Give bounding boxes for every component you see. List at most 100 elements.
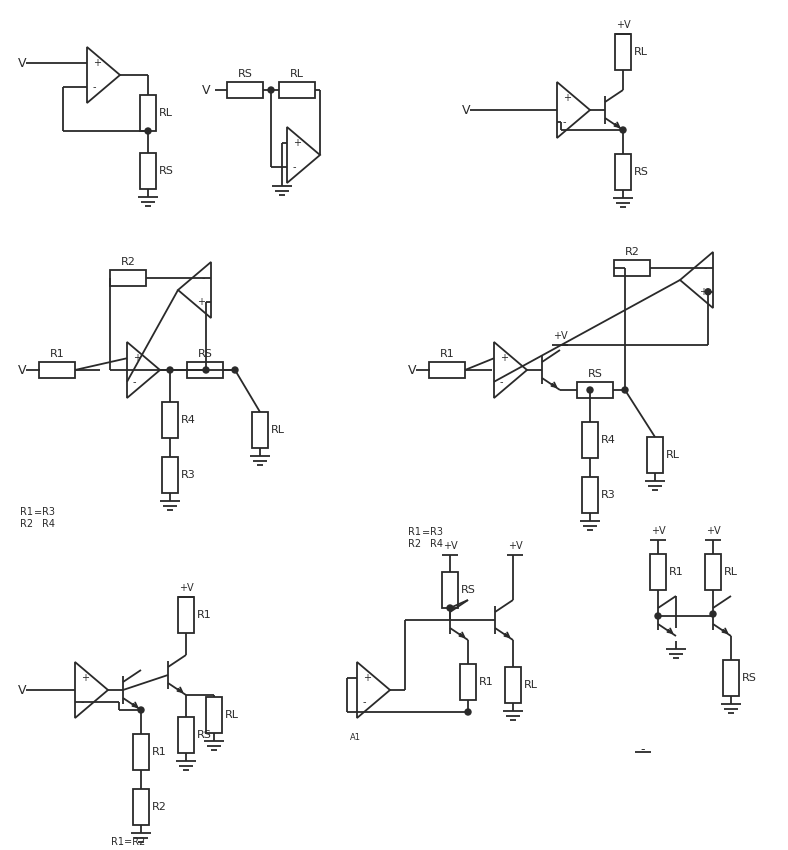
Text: +: + bbox=[363, 673, 371, 683]
Text: +: + bbox=[197, 297, 205, 307]
Text: RS: RS bbox=[159, 166, 174, 176]
Text: RS: RS bbox=[198, 349, 213, 359]
Text: R1: R1 bbox=[152, 747, 167, 757]
Text: +V: +V bbox=[651, 526, 665, 536]
Bar bbox=[460, 664, 476, 700]
Text: -: - bbox=[641, 744, 645, 756]
Bar bbox=[279, 82, 315, 98]
Text: -: - bbox=[93, 82, 96, 92]
Text: +V: +V bbox=[443, 541, 457, 551]
Text: RS: RS bbox=[742, 673, 757, 683]
Text: RL: RL bbox=[524, 680, 538, 690]
Bar bbox=[227, 82, 263, 98]
Circle shape bbox=[145, 128, 151, 134]
Text: R3: R3 bbox=[181, 470, 195, 480]
Circle shape bbox=[465, 709, 471, 715]
Text: -: - bbox=[81, 697, 84, 706]
Bar bbox=[133, 734, 149, 770]
Text: V: V bbox=[202, 83, 210, 97]
Bar bbox=[140, 95, 156, 131]
Bar bbox=[614, 260, 650, 276]
Text: -: - bbox=[202, 273, 205, 283]
Bar bbox=[429, 362, 465, 378]
Text: -: - bbox=[363, 697, 366, 706]
Text: R1: R1 bbox=[197, 610, 212, 620]
Text: R1: R1 bbox=[479, 677, 494, 687]
Text: +V: +V bbox=[507, 541, 522, 551]
Bar bbox=[206, 697, 222, 733]
Text: RL: RL bbox=[225, 710, 239, 720]
Text: RS: RS bbox=[588, 369, 603, 379]
Circle shape bbox=[167, 367, 173, 373]
Text: R2: R2 bbox=[625, 247, 639, 258]
Text: R2: R2 bbox=[121, 258, 136, 267]
Text: RS: RS bbox=[237, 69, 252, 79]
Text: +: + bbox=[133, 354, 141, 363]
Circle shape bbox=[203, 367, 209, 373]
Bar bbox=[187, 362, 223, 378]
Circle shape bbox=[622, 387, 628, 393]
Circle shape bbox=[710, 611, 716, 617]
Text: V: V bbox=[18, 364, 27, 377]
Text: R4: R4 bbox=[601, 435, 616, 445]
Text: R4: R4 bbox=[42, 519, 55, 529]
Text: +: + bbox=[93, 59, 101, 68]
Text: R4: R4 bbox=[430, 539, 443, 549]
Text: -: - bbox=[500, 377, 504, 387]
Bar bbox=[723, 660, 739, 696]
Text: RS: RS bbox=[461, 585, 476, 595]
Text: V: V bbox=[18, 57, 27, 70]
Text: RL: RL bbox=[666, 450, 680, 460]
Bar bbox=[162, 402, 178, 438]
Text: +: + bbox=[293, 139, 301, 148]
Text: +: + bbox=[500, 354, 508, 363]
Text: -: - bbox=[133, 377, 136, 387]
Text: -: - bbox=[704, 264, 707, 273]
Text: R1: R1 bbox=[50, 349, 65, 359]
Bar bbox=[505, 667, 521, 703]
Bar bbox=[647, 437, 663, 473]
Text: A1: A1 bbox=[350, 733, 361, 742]
Text: R1: R1 bbox=[669, 567, 684, 577]
Bar bbox=[178, 717, 194, 753]
Circle shape bbox=[447, 605, 453, 611]
Text: R2: R2 bbox=[152, 802, 167, 812]
Bar bbox=[615, 154, 631, 190]
Text: R1=R2: R1=R2 bbox=[111, 837, 145, 847]
Circle shape bbox=[232, 367, 238, 373]
Bar bbox=[442, 572, 458, 608]
Text: V: V bbox=[18, 683, 27, 696]
Bar bbox=[133, 789, 149, 825]
Circle shape bbox=[138, 707, 144, 713]
Text: +: + bbox=[563, 94, 571, 103]
Text: R3: R3 bbox=[601, 490, 615, 500]
Circle shape bbox=[705, 289, 711, 295]
Text: RS: RS bbox=[197, 730, 212, 740]
Text: +: + bbox=[81, 673, 89, 683]
Bar bbox=[178, 597, 194, 633]
Circle shape bbox=[268, 87, 274, 93]
Circle shape bbox=[655, 613, 661, 619]
Bar bbox=[705, 554, 721, 590]
Text: -: - bbox=[563, 116, 567, 127]
Text: RL: RL bbox=[724, 567, 738, 577]
Circle shape bbox=[620, 127, 626, 133]
Text: RL: RL bbox=[290, 69, 304, 79]
Text: R2: R2 bbox=[408, 539, 421, 549]
Text: RS: RS bbox=[634, 167, 649, 177]
Text: =: = bbox=[34, 508, 42, 518]
Bar bbox=[140, 153, 156, 189]
Bar bbox=[162, 457, 178, 493]
Text: R3: R3 bbox=[430, 527, 443, 537]
Bar bbox=[252, 412, 268, 448]
Text: R2: R2 bbox=[20, 519, 33, 529]
Bar bbox=[39, 362, 75, 378]
Text: RL: RL bbox=[634, 47, 648, 57]
Text: +V: +V bbox=[615, 20, 630, 30]
Text: =: = bbox=[422, 528, 430, 538]
Text: +: + bbox=[699, 286, 707, 297]
Text: V: V bbox=[462, 104, 470, 116]
Text: R1: R1 bbox=[20, 507, 33, 517]
Text: +V: +V bbox=[706, 526, 720, 536]
Text: RL: RL bbox=[159, 108, 173, 118]
